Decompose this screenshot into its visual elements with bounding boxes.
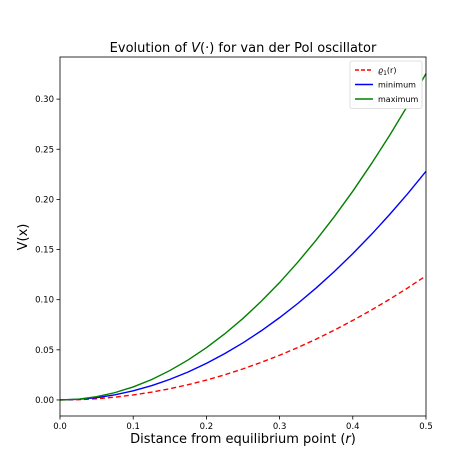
legend-label: ϱ1(r) <box>378 66 396 77</box>
series-line-2 <box>59 170 427 401</box>
chart-title: Evolution of V(·) for van der Pol oscill… <box>110 41 377 56</box>
x-tick-label: 0.0 <box>53 422 67 432</box>
legend-label: minimum <box>378 81 416 90</box>
chart-title-suffix: (·) for van der Pol oscillator <box>200 41 377 56</box>
x-tick-label: 0.5 <box>419 422 433 432</box>
y-tick-label: 0.00 <box>35 396 54 406</box>
chart-title-prefix: Evolution of <box>110 41 191 56</box>
series-line-3 <box>59 73 427 401</box>
x-tick-label: 0.4 <box>346 422 360 432</box>
x-axis-label-prefix: Distance from equilibrium point ( <box>130 432 345 447</box>
y-tick-label: 0.20 <box>35 195 54 205</box>
y-axis: 0.00 0.05 0.10 0.15 0.20 0.25 0.30 <box>35 95 60 406</box>
y-tick-label: 0.15 <box>35 246 54 256</box>
series-line-1 <box>59 275 427 401</box>
legend: ϱ1(r) minimum maximum <box>349 60 423 109</box>
x-axis-label: Distance from equilibrium point (r) <box>130 432 356 447</box>
chart-title-var: V <box>191 41 201 56</box>
x-axis-label-suffix: ) <box>351 432 356 447</box>
y-tick-label: 0.05 <box>35 346 54 356</box>
y-axis-label: V(x) <box>16 224 31 251</box>
legend-box <box>349 60 423 109</box>
y-tick-label: 0.10 <box>35 296 54 306</box>
legend-label: maximum <box>378 95 419 104</box>
x-axis-label-var: r <box>345 432 352 447</box>
series-group <box>59 73 427 401</box>
y-tick-label: 0.30 <box>35 95 54 105</box>
x-tick-label: 0.2 <box>200 422 214 432</box>
x-tick-label: 0.1 <box>126 422 140 432</box>
plot-frame <box>59 56 427 417</box>
x-tick-label: 0.3 <box>273 422 287 432</box>
x-axis: 0.0 0.1 0.2 0.3 0.4 0.5 <box>53 416 433 432</box>
y-tick-label: 0.25 <box>35 145 54 155</box>
